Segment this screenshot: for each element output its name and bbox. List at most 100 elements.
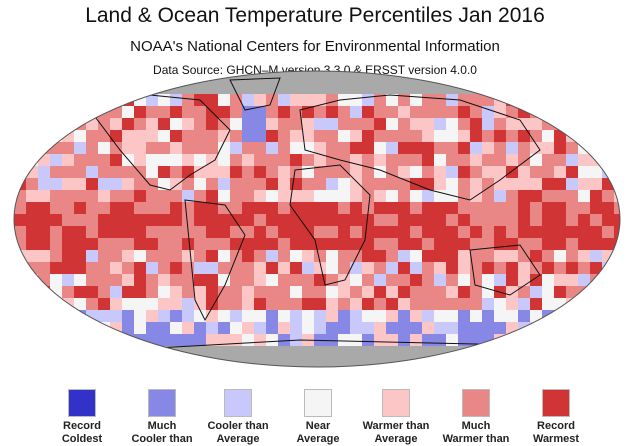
map-cell [422, 178, 434, 190]
map-cell [158, 178, 170, 190]
map-cell [170, 358, 182, 367]
map-cell [290, 262, 302, 274]
map-cell [206, 202, 218, 214]
map-cell [542, 154, 554, 166]
map-cell [230, 154, 242, 166]
map-cell [158, 142, 170, 154]
map-cell [122, 202, 134, 214]
map-cell [110, 250, 122, 262]
map-cell [602, 71, 614, 82]
map-cell [122, 238, 134, 250]
map-cell [122, 130, 134, 142]
map-cell [218, 202, 230, 214]
map-cell [62, 166, 74, 178]
map-cell [194, 130, 206, 142]
map-cell [74, 226, 86, 238]
map-cell [446, 154, 458, 166]
map-cell [182, 130, 194, 142]
map-cell [554, 190, 566, 202]
map-cell [254, 358, 266, 367]
map-cell [254, 346, 266, 358]
map-cell [86, 238, 98, 250]
map-cell [422, 346, 434, 358]
legend-label-line2: Average [374, 433, 418, 445]
map-cell [14, 262, 26, 274]
map-cell [566, 358, 578, 367]
map-cell [350, 106, 362, 118]
map-cell [566, 250, 578, 262]
map-cell [590, 130, 602, 142]
map-cell [290, 142, 302, 154]
map-cell [578, 286, 590, 298]
map-cell [266, 334, 278, 346]
map-cell [122, 322, 134, 334]
map-cell [446, 142, 458, 154]
map-cell [146, 71, 158, 82]
map-cell [590, 94, 602, 106]
map-cell [158, 154, 170, 166]
map-cell [14, 334, 26, 346]
map-cell [446, 274, 458, 286]
map-cell [614, 226, 620, 238]
map-cell [230, 358, 242, 367]
map-cell [242, 226, 254, 238]
map-cell [122, 118, 134, 130]
map-cell [410, 274, 422, 286]
map-cell [146, 274, 158, 286]
map-cell [254, 178, 266, 190]
map-cell [218, 226, 230, 238]
map-cell [386, 346, 398, 358]
map-cell [290, 286, 302, 298]
map-cell [494, 82, 506, 94]
map-cell [14, 358, 26, 367]
map-cell [134, 154, 146, 166]
map-cell [290, 94, 302, 106]
map-cell [602, 226, 614, 238]
map-cell [470, 178, 482, 190]
map-cell [194, 298, 206, 310]
map-cell [290, 226, 302, 238]
map-cell [434, 262, 446, 274]
map-cell [182, 238, 194, 250]
map-cell [62, 346, 74, 358]
map-cell [422, 94, 434, 106]
map-cell [38, 106, 50, 118]
map-cell [326, 71, 338, 82]
map-cell [410, 118, 422, 130]
map-cell [26, 118, 38, 130]
map-cell [338, 130, 350, 142]
map-cell [518, 346, 530, 358]
map-cell [374, 238, 386, 250]
map-cell [134, 286, 146, 298]
map-cell [50, 310, 62, 322]
map-cell [602, 310, 614, 322]
map-cell [326, 310, 338, 322]
map-cell [194, 250, 206, 262]
map-cell [170, 94, 182, 106]
map-cell [434, 130, 446, 142]
map-cell [122, 286, 134, 298]
map-cell [254, 322, 266, 334]
map-cell [482, 262, 494, 274]
map-cell [482, 154, 494, 166]
map-cell [218, 190, 230, 202]
map-cell [266, 358, 278, 367]
map-cell [506, 250, 518, 262]
map-cell [266, 178, 278, 190]
map-cell [386, 274, 398, 286]
map-cell [434, 214, 446, 226]
map-cell [266, 190, 278, 202]
map-cell [362, 71, 374, 82]
map-cell [38, 118, 50, 130]
map-cell [266, 130, 278, 142]
map-cell [182, 190, 194, 202]
map-cell [98, 358, 110, 367]
map-cell [386, 106, 398, 118]
map-cell [134, 106, 146, 118]
map-cell [242, 322, 254, 334]
map-cell [602, 94, 614, 106]
map-cell [446, 94, 458, 106]
map-cell [230, 298, 242, 310]
map-cell [386, 202, 398, 214]
map-cell [230, 322, 242, 334]
